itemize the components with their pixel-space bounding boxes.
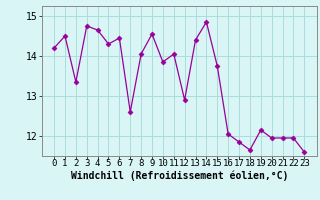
- X-axis label: Windchill (Refroidissement éolien,°C): Windchill (Refroidissement éolien,°C): [70, 171, 288, 181]
